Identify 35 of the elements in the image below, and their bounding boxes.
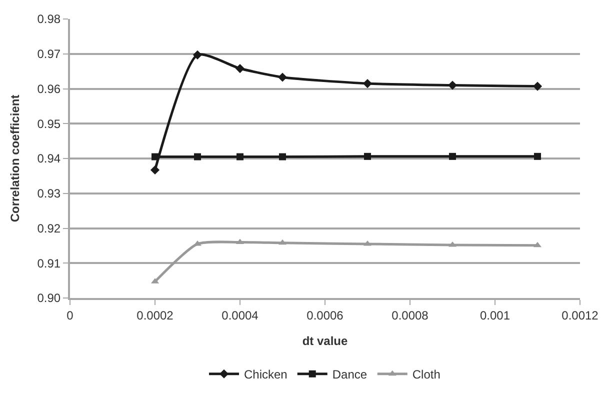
y-tick-label: 0.93 [37, 186, 61, 201]
legend-label: Chicken [244, 368, 288, 382]
point [235, 64, 245, 74]
y-tick-label: 0.96 [37, 82, 61, 96]
x-tick-label: 0.0012 [562, 308, 599, 322]
y-tick-label: 0.95 [37, 116, 61, 131]
point [532, 82, 542, 91]
point [279, 153, 286, 160]
point [194, 153, 201, 160]
y-tick-label: 0.92 [37, 221, 61, 236]
y-tick-label: 0.94 [37, 152, 61, 166]
point [448, 80, 458, 90]
x-tick-label: 0.0004 [222, 308, 259, 322]
point [150, 165, 160, 175]
y-tick-label: 0.91 [37, 256, 61, 270]
x-axis-title: dt value [302, 334, 348, 348]
point [278, 72, 288, 82]
x-tick-label: 0.0008 [392, 308, 429, 322]
x-tick-label: 0.0006 [306, 308, 344, 322]
legend-label: Cloth [412, 368, 440, 382]
x-tick-label: 0 [66, 308, 74, 322]
y-axis-title: Correlation coefficient [8, 94, 22, 222]
x-tick-label: 0.0002 [136, 308, 174, 322]
point [152, 153, 158, 160]
point [192, 50, 202, 60]
point [236, 153, 244, 160]
legend-label: Dance [332, 368, 368, 382]
x-tick-label: 0.001 [480, 308, 510, 322]
point [534, 152, 541, 160]
y-tick-label: 0.98 [37, 12, 61, 26]
point [364, 152, 371, 160]
y-tick-label: 0.90 [37, 291, 61, 306]
point [362, 78, 372, 88]
y-tick-label: 0.97 [37, 47, 61, 62]
point [449, 152, 456, 160]
